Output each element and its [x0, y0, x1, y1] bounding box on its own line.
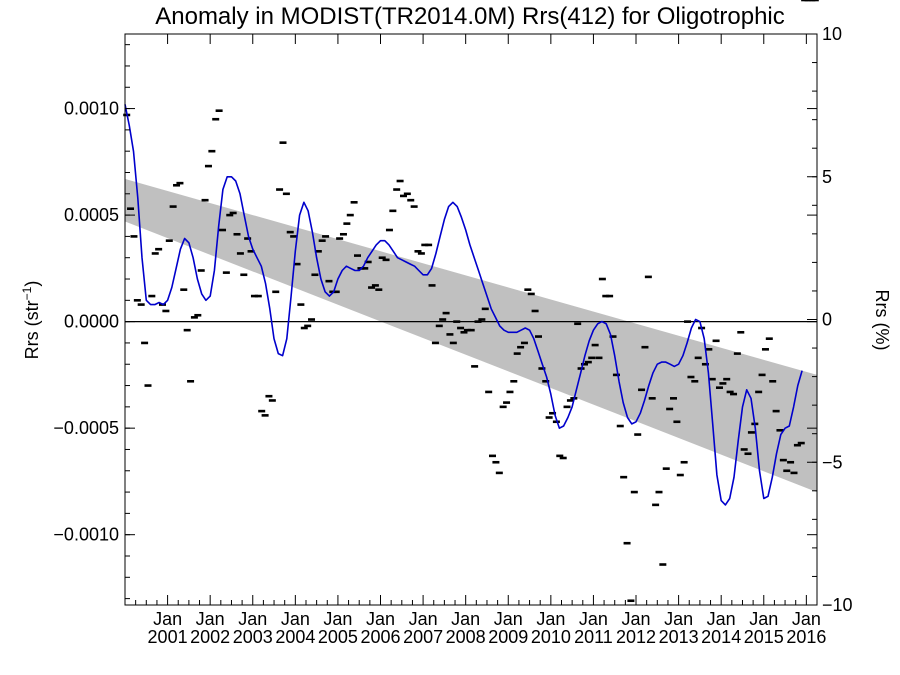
x-tick-year-label: 2012 [616, 627, 656, 647]
x-tick-year-label: 2005 [318, 627, 358, 647]
y2-tick-label: 5 [822, 167, 832, 187]
axes: 0.0010 0.0005 0.0000 −0.0005 −0.0010 10 5 0 −5 −1… [53, 24, 852, 647]
x-tick-year-label: 2011 [574, 627, 613, 647]
y-axis-label-superscript: −1 [20, 286, 34, 300]
x-tick-month-label: Jan [451, 609, 480, 629]
x-tick-year-label: 2009 [488, 627, 528, 647]
y-tick-label: 0.0000 [64, 312, 119, 332]
x-tick-month-label: Jan [196, 609, 225, 629]
y2-axis-label: Rrs (%) [872, 290, 892, 351]
y-tick-label: −0.0010 [53, 525, 119, 545]
x-tick-year-label: 2016 [786, 627, 826, 647]
x-tick-year-label: 2004 [275, 627, 315, 647]
x-tick-month-label: Jan [323, 609, 352, 629]
x-tick-month-label: Jan [664, 609, 693, 629]
y2-tick-label: −5 [822, 452, 843, 472]
x-tick-year-label: 2006 [360, 627, 400, 647]
y-tick-label: −0.0005 [53, 418, 119, 438]
y-axis-label: Rrs (str−1) [20, 281, 42, 360]
x-tick-year-label: 2007 [403, 627, 443, 647]
x-tick-year-label: 2003 [233, 627, 273, 647]
y-axis-label-close: ) [22, 281, 42, 287]
y-axis-label-text: Rrs (str [22, 300, 42, 359]
x-tick-month-label: Jan [749, 609, 778, 629]
plot-area [123, 0, 819, 603]
x-tick-year-label: 2014 [701, 627, 741, 647]
x-tick-year-label: 2001 [148, 627, 188, 647]
x-tick-year-label: 2002 [190, 627, 230, 647]
y2-tick-label: −10 [822, 595, 853, 615]
x-tick-month-label: Jan [621, 609, 650, 629]
y-tick-label: 0.0010 [64, 99, 119, 119]
x-tick-month-label: Jan [579, 609, 608, 629]
x-tick-year-label: 2015 [744, 627, 784, 647]
x-tick-year-label: 2010 [531, 627, 571, 647]
trend-band [125, 178, 817, 493]
x-tick-month-label: Jan [494, 609, 523, 629]
y-tick-label: 0.0005 [64, 205, 119, 225]
x-tick-year-label: 2008 [446, 627, 486, 647]
x-tick-year-label: 2013 [659, 627, 699, 647]
x-tick-month-label: Jan [409, 609, 438, 629]
x-tick-month-label: Jan [153, 609, 182, 629]
x-tick-month-label: Jan [792, 609, 821, 629]
x-tick-month-label: Jan [238, 609, 267, 629]
smoothed-line [124, 104, 803, 506]
x-tick-month-label: Jan [536, 609, 565, 629]
x-tick-month-label: Jan [707, 609, 736, 629]
y2-tick-label: 10 [822, 24, 842, 44]
x-tick-month-label: Jan [281, 609, 310, 629]
y2-tick-label: 0 [822, 310, 832, 330]
x-tick-month-label: Jan [366, 609, 395, 629]
chart-title: Anomaly in MODIST(TR2014.0M) Rrs(412) fo… [155, 3, 785, 30]
